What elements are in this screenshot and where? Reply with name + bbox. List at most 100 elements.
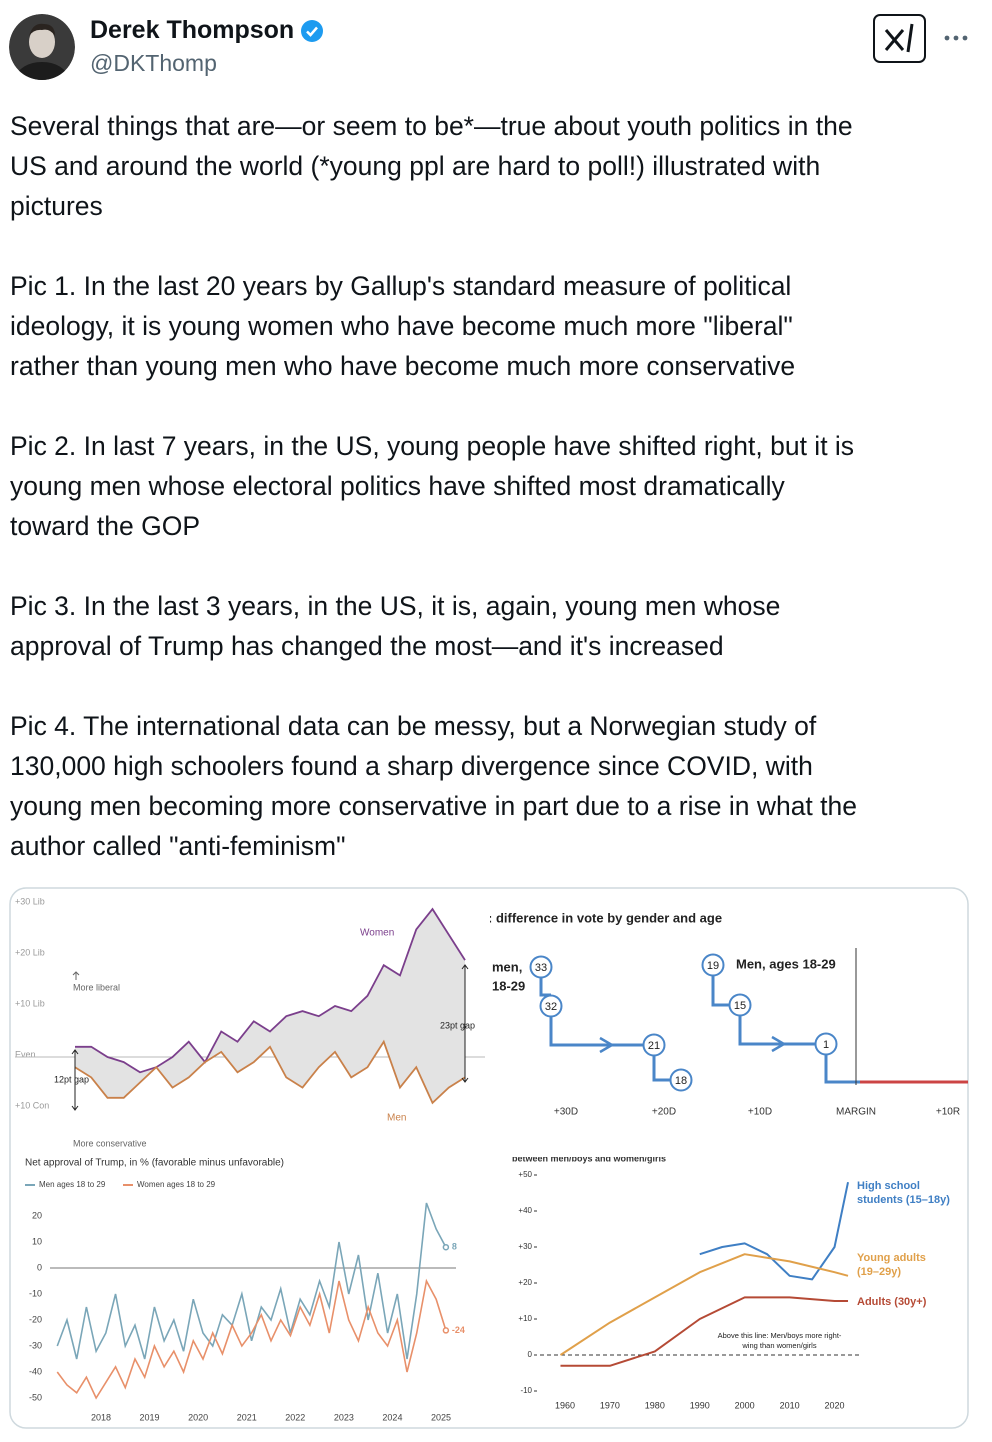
series-line <box>75 907 466 1074</box>
y-tick-label: -50 <box>29 1392 42 1402</box>
value-marker <box>539 994 563 1018</box>
value-label: 15 <box>734 1000 746 1012</box>
arrow <box>72 971 80 980</box>
y-tick-label: +30 Lib <box>15 896 45 906</box>
text-line: author called "anti-feminism" <box>10 831 346 861</box>
x-tick-label: 2000 <box>735 1400 755 1410</box>
y-tick-label: +20 <box>518 1278 532 1287</box>
group-label: Men, ages 18-29 <box>736 956 836 971</box>
series-line <box>74 1039 466 1105</box>
x-tick-label: 1960 <box>555 1400 575 1410</box>
y-tick-label: -20 <box>29 1314 42 1324</box>
annotation: 12pt gap <box>54 1074 89 1084</box>
series-label: Men <box>387 1113 406 1124</box>
author-handle[interactable]: @DKThomp <box>90 50 217 76</box>
paragraph: Pic 1. In the last 20 years by Gallup's … <box>10 266 985 386</box>
x-tick-label: 2019 <box>140 1412 160 1422</box>
y-tick-label: 20 <box>32 1210 42 1220</box>
y-tick-label: +10 <box>518 1314 532 1323</box>
subtitle: between men/boys and women/girls <box>512 1153 666 1163</box>
value-marker <box>728 993 752 1017</box>
x-tick-label: 1990 <box>690 1400 710 1410</box>
paragraph: Pic 3. In the last 3 years, in the US, i… <box>10 586 985 666</box>
image-3[interactable]: Net approval of Trump, in % (favorable m… <box>25 1158 465 1423</box>
value-label: 1 <box>823 1039 829 1051</box>
legend-label: Women ages 18 to 29 <box>137 1180 216 1189</box>
chart-title: : difference in vote by gender and age <box>488 910 722 925</box>
series-line <box>560 1296 849 1367</box>
value-marker <box>642 1033 666 1057</box>
series-line <box>56 1278 447 1400</box>
annotation: Above this line: Men/boys more right-win… <box>717 1331 842 1350</box>
x-tick-label: 2023 <box>334 1412 354 1422</box>
value-marker <box>669 1068 693 1092</box>
axis-label: +30D <box>554 1107 578 1118</box>
series-line <box>56 1202 447 1360</box>
author-name[interactable]: Derek Thompson <box>90 16 324 45</box>
value-label: 33 <box>535 962 547 974</box>
value-label: 19 <box>707 960 719 972</box>
series-label: Adults (30y+) <box>857 1296 927 1308</box>
series-label: High school students (15–18y) <box>857 1180 950 1206</box>
image-1[interactable]: +30 Lib +20 Lib +10 Lib Even +10 Con Women Men… <box>15 896 485 1148</box>
value-label: 21 <box>648 1040 660 1052</box>
text-line: Pic 1. In the last 20 years by Gallup's … <box>10 271 792 301</box>
more-menu[interactable] <box>944 35 968 41</box>
x-tick-label: 2010 <box>780 1400 800 1410</box>
chart-title: Net approval of Trump, in % (favorable m… <box>25 1158 284 1169</box>
value-marker <box>701 953 725 977</box>
arrow-head <box>599 1035 787 1054</box>
text-line: young men whose electoral politics have … <box>10 471 785 501</box>
axis-label: MARGIN <box>836 1107 876 1118</box>
end-label: 8 <box>452 1242 457 1252</box>
text-line: rather than young men who have become mu… <box>10 351 796 381</box>
y-tick-label: +30 <box>518 1242 532 1251</box>
value-marker <box>814 1032 838 1056</box>
annotation: More liberal <box>73 982 120 992</box>
text-line: toward the GOP <box>10 511 201 541</box>
y-tick-label: Even <box>15 1049 36 1059</box>
avatar[interactable] <box>9 14 75 82</box>
y-tick-label: 0 <box>528 1350 533 1359</box>
y-tick-label: +10 Con <box>15 1100 49 1110</box>
image-2[interactable]: : difference in vote by gender and age 33… <box>488 910 968 1118</box>
y-tick-label: +40 <box>518 1206 532 1215</box>
series-line <box>559 1253 849 1356</box>
value-label: 18 <box>675 1075 687 1087</box>
image-4[interactable]: between men/boys and women/girls +50 +40 +3… <box>512 1153 862 1410</box>
grok-button[interactable] <box>873 14 926 63</box>
axis-label: +20D <box>652 1107 676 1118</box>
x-tick-label: 2018 <box>91 1412 111 1422</box>
paragraph: Several things that are—or seem to be*—t… <box>10 106 985 226</box>
gap-area <box>75 909 465 1103</box>
group-label: 18-29 <box>492 978 525 993</box>
x-tick-label: 2020 <box>825 1400 845 1410</box>
gap-arrow <box>461 964 469 1083</box>
annotation: More conservative <box>73 1138 147 1148</box>
y-tick-label: +20 Lib <box>15 947 45 957</box>
y-tick-label: -10 <box>29 1288 42 1298</box>
y-tick-label: -30 <box>29 1340 42 1350</box>
y-tick-label: 10 <box>32 1236 42 1246</box>
text-line: 130,000 high schoolers found a sharp div… <box>10 751 813 781</box>
flow-line <box>738 1016 815 1046</box>
y-tick-label: -40 <box>29 1366 42 1376</box>
text-line: Pic 2. In last 7 years, in the US, young… <box>10 431 855 461</box>
end-label: -24 <box>452 1325 465 1335</box>
end-point <box>442 1327 450 1334</box>
gap-arrow <box>71 1049 79 1111</box>
value-marker <box>529 955 553 979</box>
axis-label: +10D <box>748 1107 772 1118</box>
x-tick-label: 1980 <box>645 1400 665 1410</box>
author-name-text[interactable]: Derek Thompson <box>90 16 295 44</box>
text-line: Pic 4. The international data can be mes… <box>10 711 817 741</box>
y-tick-label: +10 Lib <box>15 998 45 1008</box>
x-tick-label: 2021 <box>237 1412 257 1422</box>
media-frame[interactable] <box>9 887 969 1429</box>
x-tick-label: 2020 <box>188 1412 208 1422</box>
x-tick-label: 1970 <box>600 1400 620 1410</box>
text-line: approval of Trump has changed the most—a… <box>10 631 724 661</box>
value-label: 32 <box>545 1001 557 1013</box>
